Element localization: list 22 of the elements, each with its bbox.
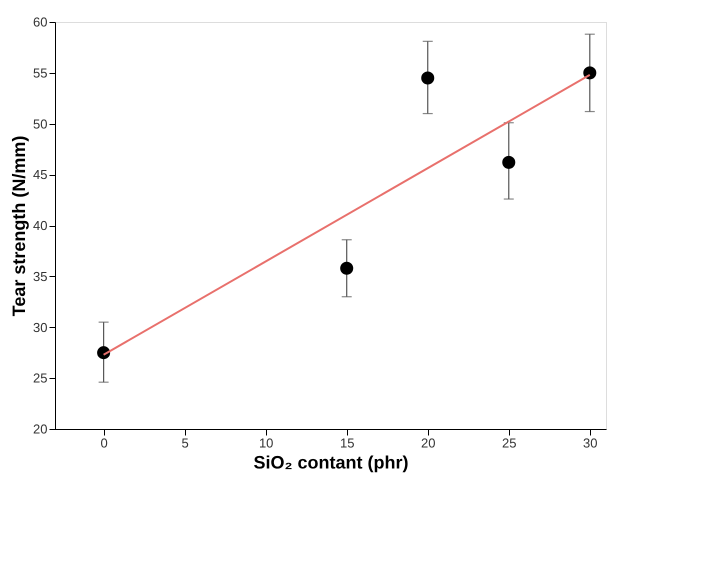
point [421,71,434,84]
x-tick-label: 15 [340,436,354,450]
point [502,156,516,169]
y-tick-label: 35 [33,268,48,284]
y-tick-label: 60 [33,14,48,30]
x-axis-title: SiO₂ contant (phr) [254,452,408,472]
x-tick-label: 0 [100,436,108,450]
y-tick-label: 45 [33,167,48,182]
y-axis-title: Tear strength (N/mm) [9,136,30,316]
x-tick-label: 20 [421,436,436,450]
y-tick-label: 30 [33,320,48,335]
y-tick-label: 50 [33,116,48,132]
x-tick-label: 25 [502,436,516,450]
x-tick-label: 30 [583,436,598,450]
y-tick-label: 55 [33,65,48,80]
x-tick-label: 10 [258,436,274,450]
point [583,66,596,80]
y-tick-label: 25 [33,370,48,386]
y-tick-label: 20 [33,422,48,436]
point [340,262,354,275]
x-tick-label: 5 [182,436,189,450]
y-tick-label: 40 [33,218,48,233]
